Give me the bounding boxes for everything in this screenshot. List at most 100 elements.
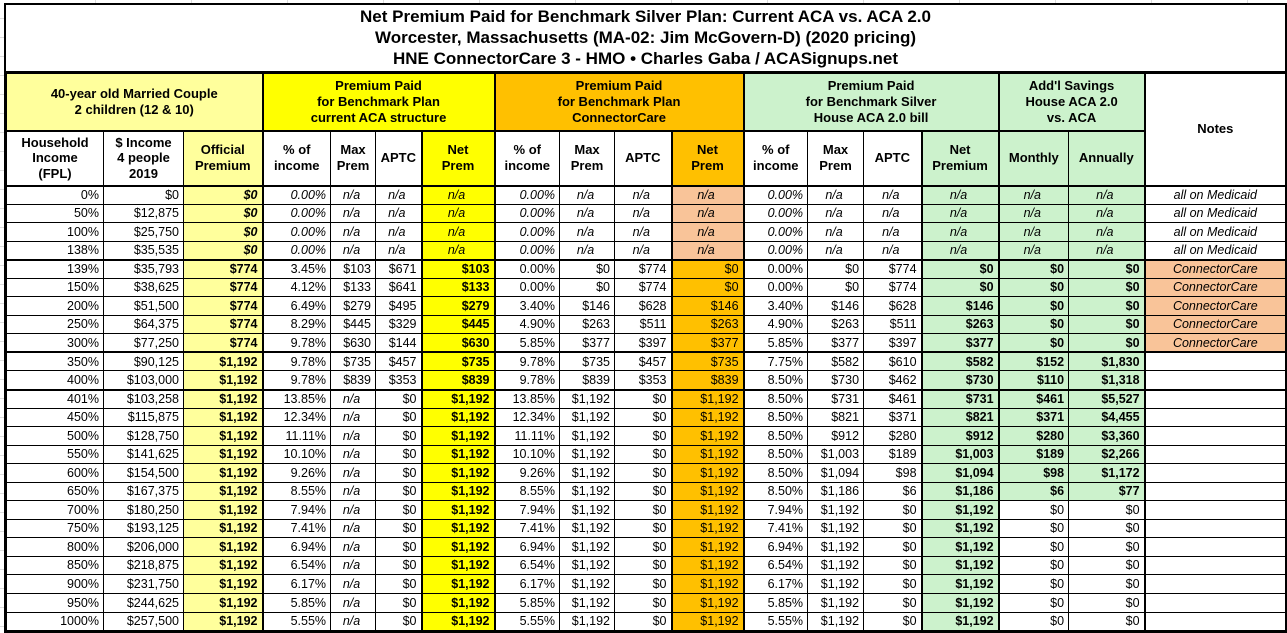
table-row: 200% $51,500 $774 6.49% $279 $495 $279 3.40% $14…	[6, 296, 1287, 316]
aca-aptc-cell: $144	[375, 333, 423, 353]
house-max-prem-cell: n/a	[807, 185, 865, 205]
official-premium-cell: $0	[182, 222, 264, 242]
annual-savings-cell: $2,266	[1068, 444, 1146, 465]
table-row: 300% $77,250 $774 9.78% $630 $144 $630 5.85% $37…	[6, 333, 1287, 353]
house-pct-income-cell: 7.75%	[743, 351, 809, 372]
monthly-savings-cell: $0	[998, 555, 1070, 576]
table-row: 350% $90,125 $1,192 9.78% $735 $457 $735 9.78% $…	[6, 351, 1287, 372]
cc-net-prem-cell: $839	[670, 370, 745, 391]
aca-aptc-cell: $0	[375, 407, 423, 428]
house-net-premium-cell: $1,094	[920, 463, 1000, 483]
income-cell: $25,750	[103, 222, 184, 242]
aca-aptc-cell: $457	[375, 351, 423, 372]
cc-pct-income-cell: 7.94%	[494, 500, 561, 520]
fpl-cell: 850%	[6, 555, 104, 576]
cc-max-prem-cell: $1,192	[559, 426, 616, 446]
official-premium-cell: $1,192	[182, 407, 264, 428]
col-header-cc-pct-income: % of income	[494, 130, 561, 187]
cc-net-prem-cell: $263	[670, 314, 745, 335]
house-net-premium-cell: $1,186	[920, 481, 1000, 502]
cc-aptc-cell: $0	[614, 593, 673, 613]
aca-net-prem-cell: $1,192	[420, 518, 496, 539]
house-pct-income-cell: 7.94%	[743, 500, 809, 520]
house-max-prem-cell: n/a	[807, 203, 865, 224]
notes-cell	[1144, 426, 1287, 446]
cc-net-prem-cell: $1,192	[670, 426, 745, 446]
official-premium-cell: $1,192	[182, 593, 264, 613]
aca-pct-income-cell: 10.10%	[262, 444, 332, 465]
monthly-savings-cell: n/a	[998, 240, 1070, 261]
aca-aptc-cell: n/a	[375, 222, 423, 242]
aca-pct-income-cell: 0.00%	[262, 185, 332, 205]
cc-net-prem-cell: n/a	[670, 240, 745, 261]
cc-net-prem-cell: n/a	[670, 203, 745, 224]
aca-aptc-cell: n/a	[375, 185, 423, 205]
income-cell: $12,875	[103, 203, 184, 224]
notes-cell	[1144, 593, 1287, 613]
house-aptc-cell: $774	[863, 277, 923, 298]
monthly-savings-cell: $461	[998, 388, 1070, 409]
aca-pct-income-cell: 7.41%	[262, 518, 332, 539]
house-aptc-cell: $461	[863, 388, 923, 409]
fpl-cell: 139%	[6, 258, 104, 279]
aca-aptc-cell: n/a	[375, 240, 423, 261]
house-aptc-cell: $0	[863, 574, 923, 595]
aca-max-prem-cell: n/a	[330, 518, 377, 539]
aca-net-prem-cell: $1,192	[420, 426, 496, 446]
official-premium-cell: $1,192	[182, 426, 264, 446]
income-cell: $103,258	[103, 388, 184, 409]
aca-pct-income-cell: 0.00%	[262, 203, 332, 224]
house-max-prem-cell: $1,186	[807, 481, 865, 502]
aca-net-prem-cell: $839	[420, 370, 496, 391]
aca-net-prem-cell: n/a	[420, 203, 496, 224]
annual-savings-cell: n/a	[1068, 185, 1146, 205]
cc-pct-income-cell: 4.90%	[494, 314, 561, 335]
cc-max-prem-cell: $1,192	[559, 593, 616, 613]
aca-aptc-cell: $0	[375, 388, 423, 409]
house-pct-income-cell: 8.50%	[743, 481, 809, 502]
house-max-prem-cell: $912	[807, 426, 865, 446]
aca-aptc-cell: $329	[375, 314, 423, 335]
table-row: 650% $167,375 $1,192 8.55% n/a $0 $1,192 8.55% $…	[6, 481, 1287, 502]
house-net-premium-cell: $582	[920, 351, 1000, 372]
house-max-prem-cell: $1,094	[807, 463, 865, 483]
aca-net-prem-cell: $133	[420, 277, 496, 298]
col-header-aca-net-prem: Net Prem	[420, 130, 496, 187]
official-premium-cell: $1,192	[182, 463, 264, 483]
house-max-prem-cell: $1,003	[807, 444, 865, 465]
cc-aptc-cell: $0	[614, 500, 673, 520]
cc-net-prem-cell: $377	[670, 333, 745, 353]
cc-net-prem-cell: $1,192	[670, 407, 745, 428]
cc-pct-income-cell: 6.94%	[494, 537, 561, 557]
house-max-prem-cell: $0	[807, 258, 865, 279]
cc-pct-income-cell: 8.55%	[494, 481, 561, 502]
house-aptc-cell: $0	[863, 518, 923, 539]
notes-cell	[1144, 500, 1287, 520]
aca-max-prem-cell: $103	[330, 258, 377, 279]
house-max-prem-cell: $377	[807, 333, 865, 353]
fpl-cell: 750%	[6, 518, 104, 539]
aca-net-prem-cell: n/a	[420, 222, 496, 242]
table-row: 1000% $257,500 $1,192 5.55% n/a $0 $1,192 5.55%…	[6, 611, 1287, 632]
cc-pct-income-cell: 11.11%	[494, 426, 561, 446]
cc-aptc-cell: $0	[614, 518, 673, 539]
aca-net-prem-cell: $1,192	[420, 555, 496, 576]
notes-cell	[1144, 537, 1287, 557]
table-row: 50% $12,875 $0 0.00% n/a n/a n/a 0.00% n/a n/a n/a…	[6, 203, 1287, 224]
group-current-aca: Premium Paid for Benchmark Plan current …	[262, 73, 496, 132]
aca-aptc-cell: $0	[375, 481, 423, 502]
column-header-row: Household Income (FPL) $ Income 4 people…	[6, 130, 1286, 187]
income-cell: $206,000	[103, 537, 184, 557]
fpl-cell: 150%	[6, 277, 104, 298]
house-net-premium-cell: $146	[920, 296, 1000, 316]
house-pct-income-cell: 5.85%	[743, 333, 809, 353]
cc-aptc-cell: n/a	[614, 240, 673, 261]
house-aptc-cell: n/a	[863, 222, 923, 242]
cc-aptc-cell: $353	[614, 370, 673, 391]
house-pct-income-cell: 0.00%	[743, 222, 809, 242]
income-cell: $257,500	[103, 611, 184, 632]
cc-max-prem-cell: $1,192	[559, 611, 616, 632]
house-net-premium-cell: n/a	[920, 240, 1000, 261]
annual-savings-cell: $0	[1068, 574, 1146, 595]
house-pct-income-cell: 5.85%	[743, 593, 809, 613]
